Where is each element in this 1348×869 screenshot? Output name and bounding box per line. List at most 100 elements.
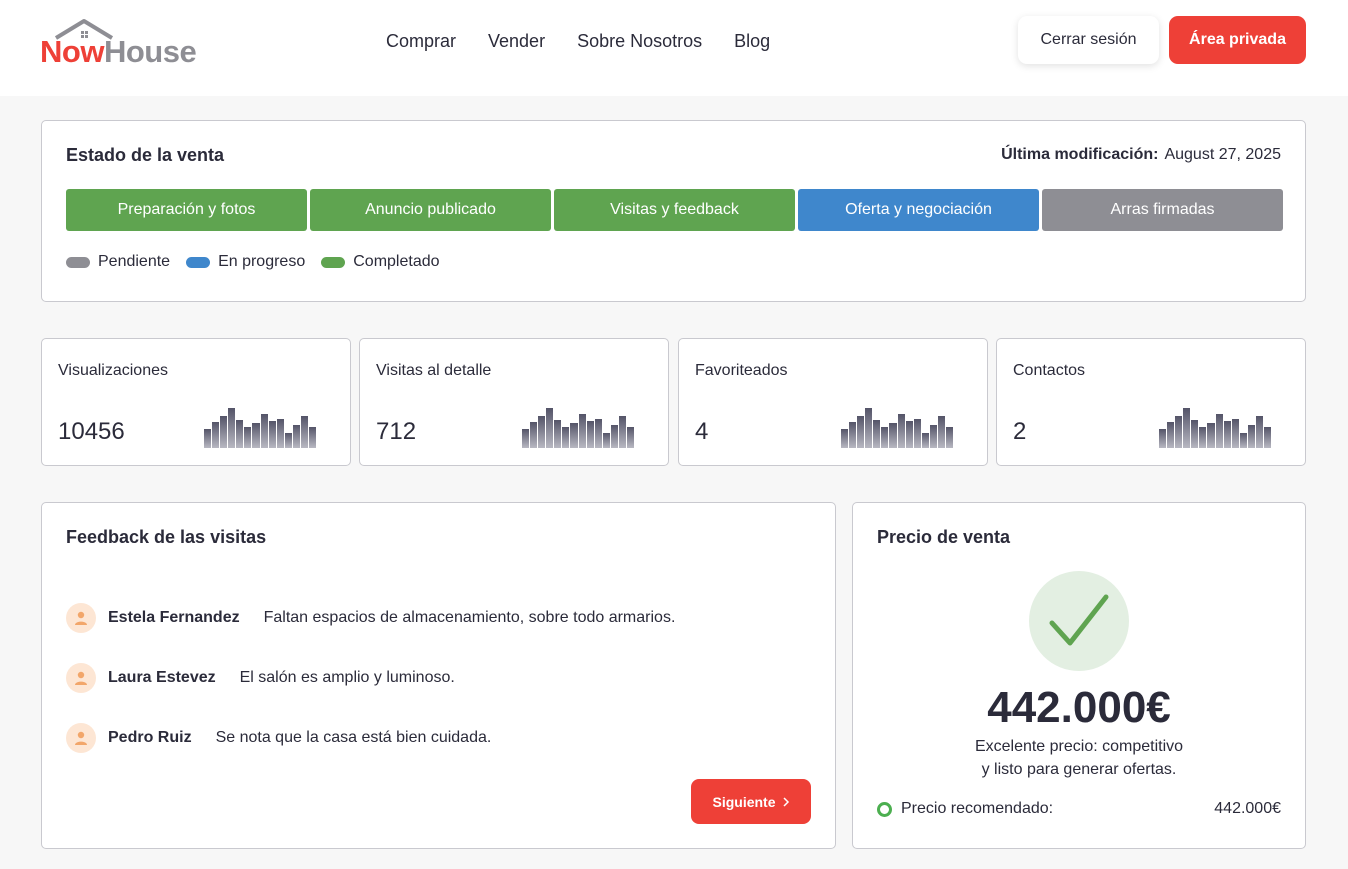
nowhouse-logo[interactable]: NowHouse [40, 18, 200, 70]
last-modified-label: Última modificación: [1001, 146, 1159, 163]
sparkline-bar [1191, 419, 1199, 448]
sparkline-bar [913, 418, 921, 448]
stat-card-contactos: Contactos 2 [996, 338, 1306, 466]
check-icon [1029, 571, 1129, 671]
sparkline-bar [228, 408, 236, 448]
sparkline-bar [1167, 421, 1175, 448]
sparkline-bar [546, 408, 554, 448]
sparkline-bar [309, 426, 317, 448]
price-value: 442.000€ [987, 683, 1171, 732]
feedback-author: Laura Estevez [108, 669, 216, 686]
private-area-button[interactable]: Área privada [1169, 16, 1306, 64]
sparkline-bar [929, 424, 937, 448]
stat-label: Visualizaciones [58, 362, 168, 379]
nav-blog[interactable]: Blog [734, 31, 771, 51]
stat-label: Favoriteados [695, 362, 788, 379]
nav-vender[interactable]: Vender [488, 31, 546, 51]
feedback-author: Pedro Ruiz [108, 729, 192, 746]
sparkline-bar [610, 424, 618, 448]
legend-label: En progreso [218, 253, 306, 270]
legend-label: Pendiente [98, 253, 171, 270]
stat-card-visitas-detalle: Visitas al detalle 712 [359, 338, 669, 466]
sparkline-bar [857, 416, 865, 448]
sparkline-bar [562, 426, 570, 448]
recommended-price: Precio recomendado: 442.000€ [877, 800, 1281, 818]
legend-dot [66, 256, 90, 268]
legend-dot [321, 256, 346, 268]
chevron-right-icon [782, 796, 789, 807]
feedback-item: Pedro Ruiz Se nota que la casa está bien… [66, 722, 491, 754]
sparkline-bar [260, 414, 268, 448]
sparkline-bar [1239, 433, 1247, 448]
sparkline-bar [921, 433, 929, 448]
sparkline-bar [1255, 416, 1264, 448]
top-header: NowHouse Comprar Vender Sobre Nosotros B… [0, 0, 1348, 96]
recommended-price-label: Precio recomendado: [901, 800, 1054, 817]
sparkline-bar [889, 422, 897, 448]
main-nav: Comprar Vender Sobre Nosotros Blog [386, 30, 770, 52]
sparkline-bar [841, 429, 849, 448]
next-button[interactable]: Siguiente [691, 779, 811, 824]
sparkline-bar [204, 429, 212, 448]
sparkline-bar [1247, 424, 1255, 448]
sparkline-bar [937, 416, 946, 448]
stat-value: 712 [376, 418, 417, 445]
next-button-label: Siguiente [712, 793, 776, 810]
logout-button[interactable]: Cerrar sesión [1018, 16, 1159, 64]
price-message-line2: y listo para generar ofertas. [981, 761, 1177, 778]
sparkline-bar [1264, 426, 1272, 448]
sparkline-bar [1215, 414, 1223, 448]
sparkline-bar [865, 408, 873, 448]
last-modified-value: August 27, 2025 [1164, 146, 1281, 163]
price-title: Precio de venta [877, 527, 1011, 547]
logo-now: Now [40, 34, 104, 69]
step-oferta[interactable]: Oferta y negociación [798, 189, 1039, 231]
sparkline-bar [570, 422, 578, 448]
sparkline-bar [252, 422, 260, 448]
sale-status-title: Estado de la venta [66, 145, 225, 165]
sale-status-card: Estado de la venta Última modificación: A… [41, 120, 1306, 302]
status-ring-icon [877, 801, 892, 817]
step-anuncio[interactable]: Anuncio publicado [310, 189, 551, 231]
sparkline-bar [627, 426, 635, 448]
feedback-text: El salón es amplio y luminoso. [239, 669, 455, 686]
sparkline-bar [268, 420, 276, 448]
feedback-text: Faltan espacios de almacenamiento, sobre… [263, 609, 676, 626]
house-roof-icon [54, 19, 114, 40]
price-message-line1: Excelente precio: competitivo [974, 738, 1184, 755]
step-preparacion[interactable]: Preparación y fotos [66, 189, 307, 231]
status-legend: Pendiente En progreso Completado [66, 253, 456, 271]
sparkline-bar [586, 420, 594, 448]
sparkline-bar [905, 420, 913, 448]
logo-text: NowHouse [40, 34, 197, 70]
feedback-title: Feedback de las visitas [66, 527, 267, 547]
sparkline-bar [244, 426, 252, 448]
legend-dot [186, 256, 211, 268]
sparkline-bar [618, 416, 627, 448]
logo-house: House [103, 34, 197, 69]
stat-value: 2 [1013, 418, 1027, 445]
feedback-item: Estela Fernandez Faltan espacios de alma… [66, 602, 675, 634]
step-visitas[interactable]: Visitas y feedback [554, 189, 795, 231]
feedback-item: Laura Estevez El salón es amplio y lumin… [66, 662, 455, 694]
sparkline-bar [897, 414, 905, 448]
stat-sparkline [1159, 408, 1272, 448]
sparkline-bar [284, 433, 292, 448]
sparkline-bar [276, 418, 284, 448]
sparkline-bar [873, 419, 881, 448]
sparkline-bar [530, 421, 538, 448]
user-avatar-icon [66, 723, 96, 753]
stat-label: Contactos [1013, 362, 1086, 379]
sparkline-bar [946, 426, 954, 448]
nav-comprar[interactable]: Comprar [386, 31, 457, 51]
step-arras[interactable]: Arras firmadas [1042, 189, 1283, 231]
stat-sparkline [522, 408, 635, 448]
nav-sobre-nosotros[interactable]: Sobre Nosotros [577, 31, 703, 51]
sparkline-bar [1223, 420, 1231, 448]
stat-value: 10456 [58, 418, 125, 445]
price-message: Excelente precio: competitivo y listo pa… [853, 735, 1305, 781]
stat-label: Visitas al detalle [376, 362, 492, 379]
legend-label: Completado [353, 253, 440, 270]
feedback-author: Estela Fernandez [108, 609, 240, 626]
stat-card-visualizaciones: Visualizaciones 10456 [41, 338, 351, 466]
